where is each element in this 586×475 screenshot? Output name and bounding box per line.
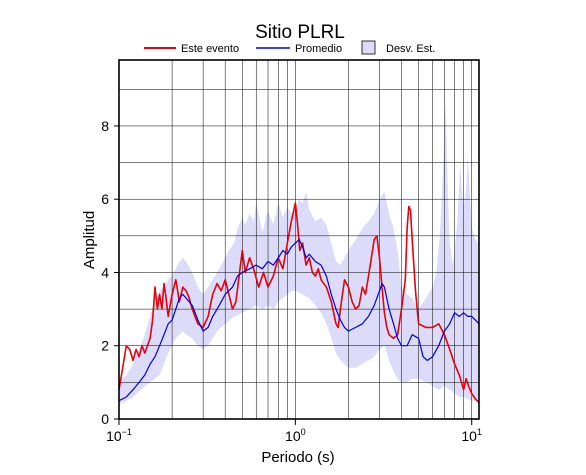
series-layer	[118, 202, 480, 404]
std-band-layer	[119, 100, 479, 405]
legend-band-swatch	[361, 40, 376, 55]
x-tick-label: 101	[461, 427, 482, 444]
legend-este-label: Este evento	[181, 43, 239, 55]
plot-frame	[118, 59, 480, 420]
grid-layer	[119, 60, 479, 419]
y-tick-label: 2	[101, 338, 109, 354]
series-este-evento	[118, 202, 480, 404]
y-axis-label: Amplitud	[81, 211, 98, 269]
series-promedio	[118, 238, 480, 402]
std-band	[119, 100, 479, 405]
tick-labels: 0 2 4 6 8 10−1 100 101	[101, 118, 482, 444]
y-tick-label: 6	[101, 191, 109, 207]
x-axis-label: Periodo (s)	[261, 449, 334, 466]
legend: Este evento Promedio Desv. Est.	[144, 40, 435, 55]
legend-promedio-label: Promedio	[295, 43, 342, 55]
chart-title: Sitio PLRL	[255, 22, 345, 43]
x-tick-label: 10−1	[106, 427, 132, 444]
y-tick-label: 8	[101, 118, 109, 134]
x-tick-label: 100	[285, 427, 306, 444]
y-tick-label: 4	[101, 264, 109, 280]
y-tick-label: 0	[101, 411, 109, 427]
legend-band-label: Desv. Est.	[386, 43, 435, 55]
frame-layer	[114, 59, 480, 425]
